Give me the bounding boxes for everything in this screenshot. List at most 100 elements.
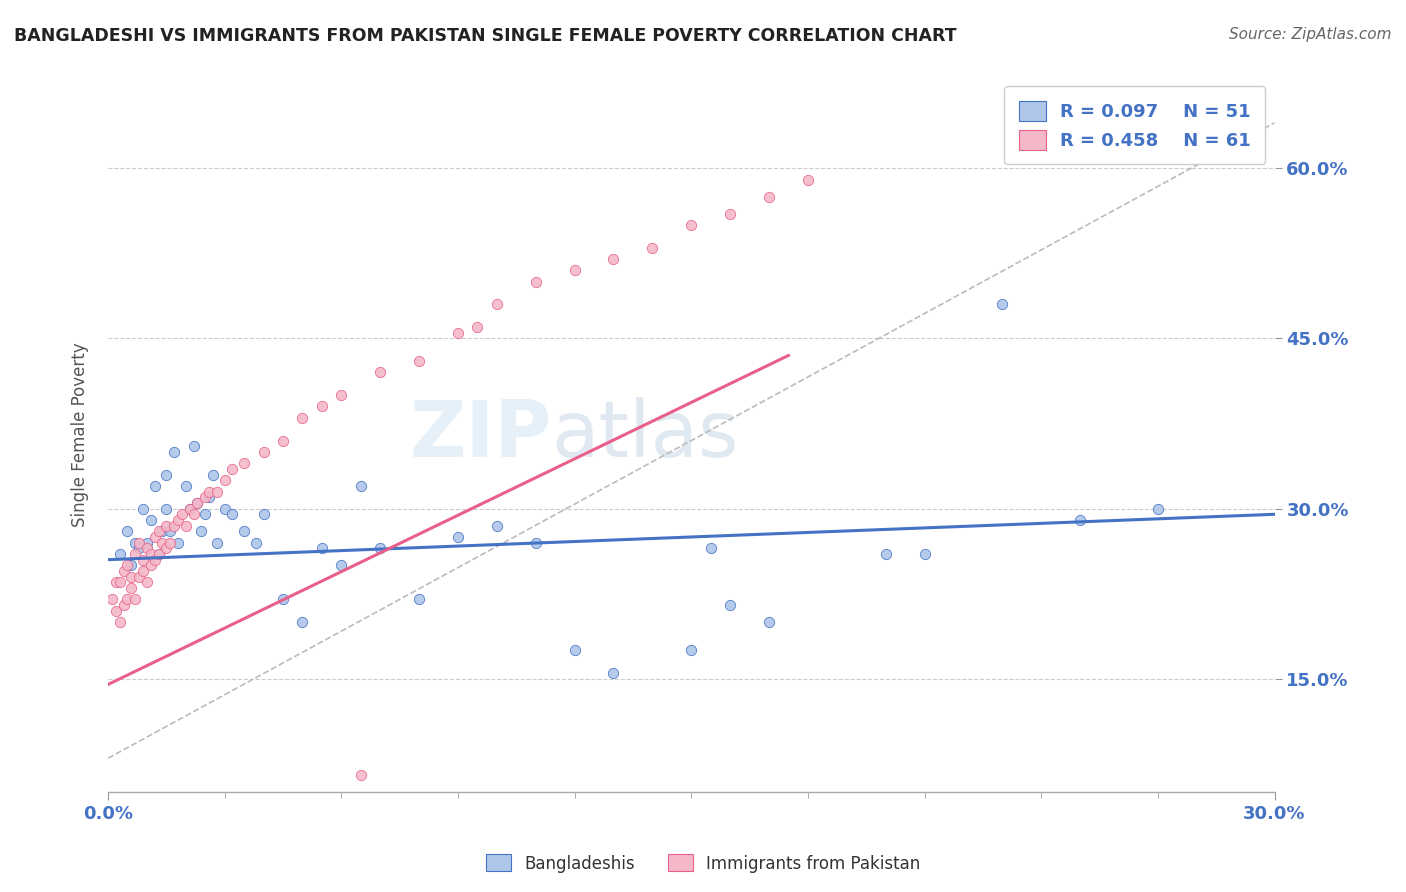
Point [167,513,190,527]
Point [112,598,135,612]
Point [152,535,174,549]
Point [368,541,391,556]
Point [330,558,353,573]
Point [124,547,146,561]
Point [271,434,294,448]
Text: Source: ZipAtlas.com: Source: ZipAtlas.com [1229,27,1392,42]
Point [170,508,193,522]
Point [143,552,166,566]
Point [128,541,150,556]
Point [124,535,146,549]
Point [155,467,177,482]
Point [699,541,721,556]
Point [681,643,703,657]
Point [311,541,333,556]
Point [135,575,157,590]
Point [1147,501,1170,516]
Point [291,615,314,629]
Point [408,592,430,607]
Point [991,297,1014,311]
Point [564,263,586,277]
Point [914,547,936,561]
Point [120,558,142,573]
Point [132,564,155,578]
Point [447,530,470,544]
Point [221,508,243,522]
Point [186,496,208,510]
Point [233,524,256,539]
Point [108,615,131,629]
Point [132,501,155,516]
Point [718,206,741,220]
Point [163,445,186,459]
Text: ZIP: ZIP [409,397,551,473]
Legend: R = 0.097    N = 51, R = 0.458    N = 61: R = 0.097 N = 51, R = 0.458 N = 61 [1004,87,1265,164]
Point [408,354,430,368]
Point [311,400,333,414]
Point [179,501,201,516]
Point [143,479,166,493]
Point [124,592,146,607]
Point [271,592,294,607]
Point [245,535,267,549]
Point [159,535,181,549]
Point [155,501,177,516]
Point [350,479,373,493]
Point [190,524,212,539]
Point [205,484,228,499]
Point [139,513,162,527]
Point [467,320,489,334]
Y-axis label: Single Female Poverty: Single Female Poverty [72,343,89,527]
Point [155,541,177,556]
Point [485,297,508,311]
Point [148,547,170,561]
Point [214,473,236,487]
Point [104,575,127,590]
Point [205,535,228,549]
Point [194,508,217,522]
Point [148,547,170,561]
Point [681,218,703,232]
Point [120,581,142,595]
Point [128,535,150,549]
Point [108,547,131,561]
Point [758,615,780,629]
Point [524,535,547,549]
Point [291,410,314,425]
Point [233,456,256,470]
Text: BANGLADESHI VS IMMIGRANTS FROM PAKISTAN SINGLE FEMALE POVERTY CORRELATION CHART: BANGLADESHI VS IMMIGRANTS FROM PAKISTAN … [14,27,956,45]
Point [368,366,391,380]
Point [117,524,139,539]
Point [350,768,373,782]
Legend: Bangladeshis, Immigrants from Pakistan: Bangladeshis, Immigrants from Pakistan [479,847,927,880]
Point [139,547,162,561]
Point [1069,513,1091,527]
Point [159,524,181,539]
Point [214,501,236,516]
Point [139,558,162,573]
Point [485,518,508,533]
Point [148,524,170,539]
Point [108,575,131,590]
Point [174,479,197,493]
Point [179,501,201,516]
Point [252,508,274,522]
Point [797,172,820,186]
Point [447,326,470,340]
Point [183,439,205,453]
Point [194,490,217,504]
Point [221,462,243,476]
Point [128,570,150,584]
Point [155,518,177,533]
Point [186,496,208,510]
Point [201,467,224,482]
Point [183,508,205,522]
Point [135,535,157,549]
Point [104,604,127,618]
Point [758,189,780,203]
Point [198,484,221,499]
Point [117,558,139,573]
Point [163,518,186,533]
Point [135,541,157,556]
Point [602,666,624,681]
